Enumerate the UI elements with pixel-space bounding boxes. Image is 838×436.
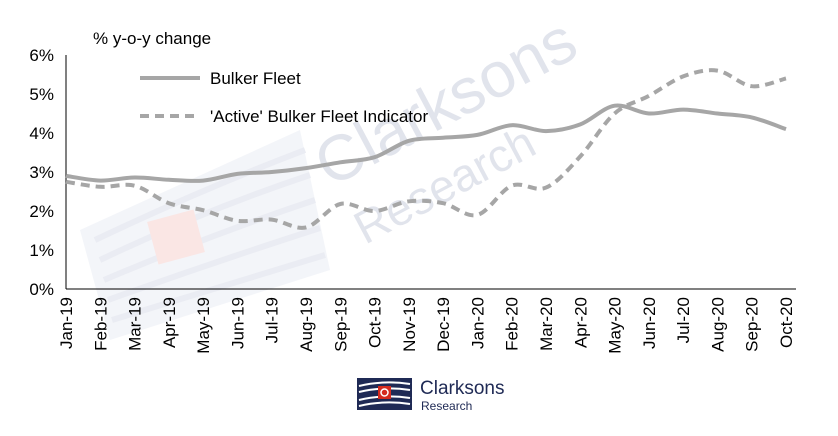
x-tick-label: Jan-20 (468, 297, 487, 349)
y-tick-label: 3% (29, 163, 54, 182)
x-tick-label: May-19 (194, 297, 213, 354)
y-tick-label: 0% (29, 280, 54, 299)
legend: Bulker Fleet 'Active' Bulker Fleet Indic… (140, 69, 428, 126)
x-tick-labels: Jan-19 Feb-19 Mar-19 Apr-19 May-19 Jun-19 Jul-… (57, 297, 796, 354)
logo-emblem-icon (357, 378, 412, 410)
x-tick-label: Sep-19 (331, 297, 350, 352)
y-tick-labels: 0% 1% 2% 3% 4% 5% 6% (29, 46, 54, 299)
y-tick-label: 5% (29, 85, 54, 104)
logo-sub-text: Research (421, 399, 472, 413)
y-tick-label: 2% (29, 202, 54, 221)
x-tick-label: Apr-20 (571, 297, 590, 348)
x-tick-label: Jun-19 (228, 297, 247, 349)
watermark-emblem (80, 130, 330, 340)
x-tick-label: Dec-19 (434, 297, 453, 352)
legend-label-bulker-fleet: Bulker Fleet (210, 69, 301, 88)
x-tick-label: May-20 (606, 297, 625, 354)
x-tick-label: Feb-20 (503, 297, 522, 351)
clarksons-research-logo: Clarksons Research (357, 378, 504, 413)
x-tick-label: Oct-20 (777, 297, 796, 348)
x-tick-label: Aug-20 (708, 297, 727, 352)
x-tick-label: Jul-19 (263, 297, 282, 343)
logo-brand-text: Clarksons (420, 378, 504, 399)
x-tick-label: Mar-19 (126, 297, 145, 351)
x-tick-label: Jan-19 (57, 297, 76, 349)
series-lines (65, 68, 787, 230)
x-tick-label: Aug-19 (297, 297, 316, 352)
x-tick-label: Nov-19 (400, 297, 419, 352)
series-line-active-bulker-fleet (65, 68, 787, 230)
legend-label-active-bulker-fleet: 'Active' Bulker Fleet Indicator (210, 107, 428, 126)
x-tick-label: Mar-20 (537, 297, 556, 351)
x-tick-label: Oct-19 (366, 297, 385, 348)
x-tick-label: Sep-20 (743, 297, 762, 352)
series-line-bulker-fleet (65, 103, 787, 183)
y-tick-label: 1% (29, 241, 54, 260)
x-tick-label: Jul-20 (674, 297, 693, 343)
x-tick-label: Jun-20 (640, 297, 659, 349)
x-tick-label: Feb-19 (91, 297, 110, 351)
y-tick-label: 6% (29, 46, 54, 65)
x-tick-label: Apr-19 (160, 297, 179, 348)
y-tick-label: 4% (29, 124, 54, 143)
y-axis-title: % y-o-y change (93, 29, 211, 48)
